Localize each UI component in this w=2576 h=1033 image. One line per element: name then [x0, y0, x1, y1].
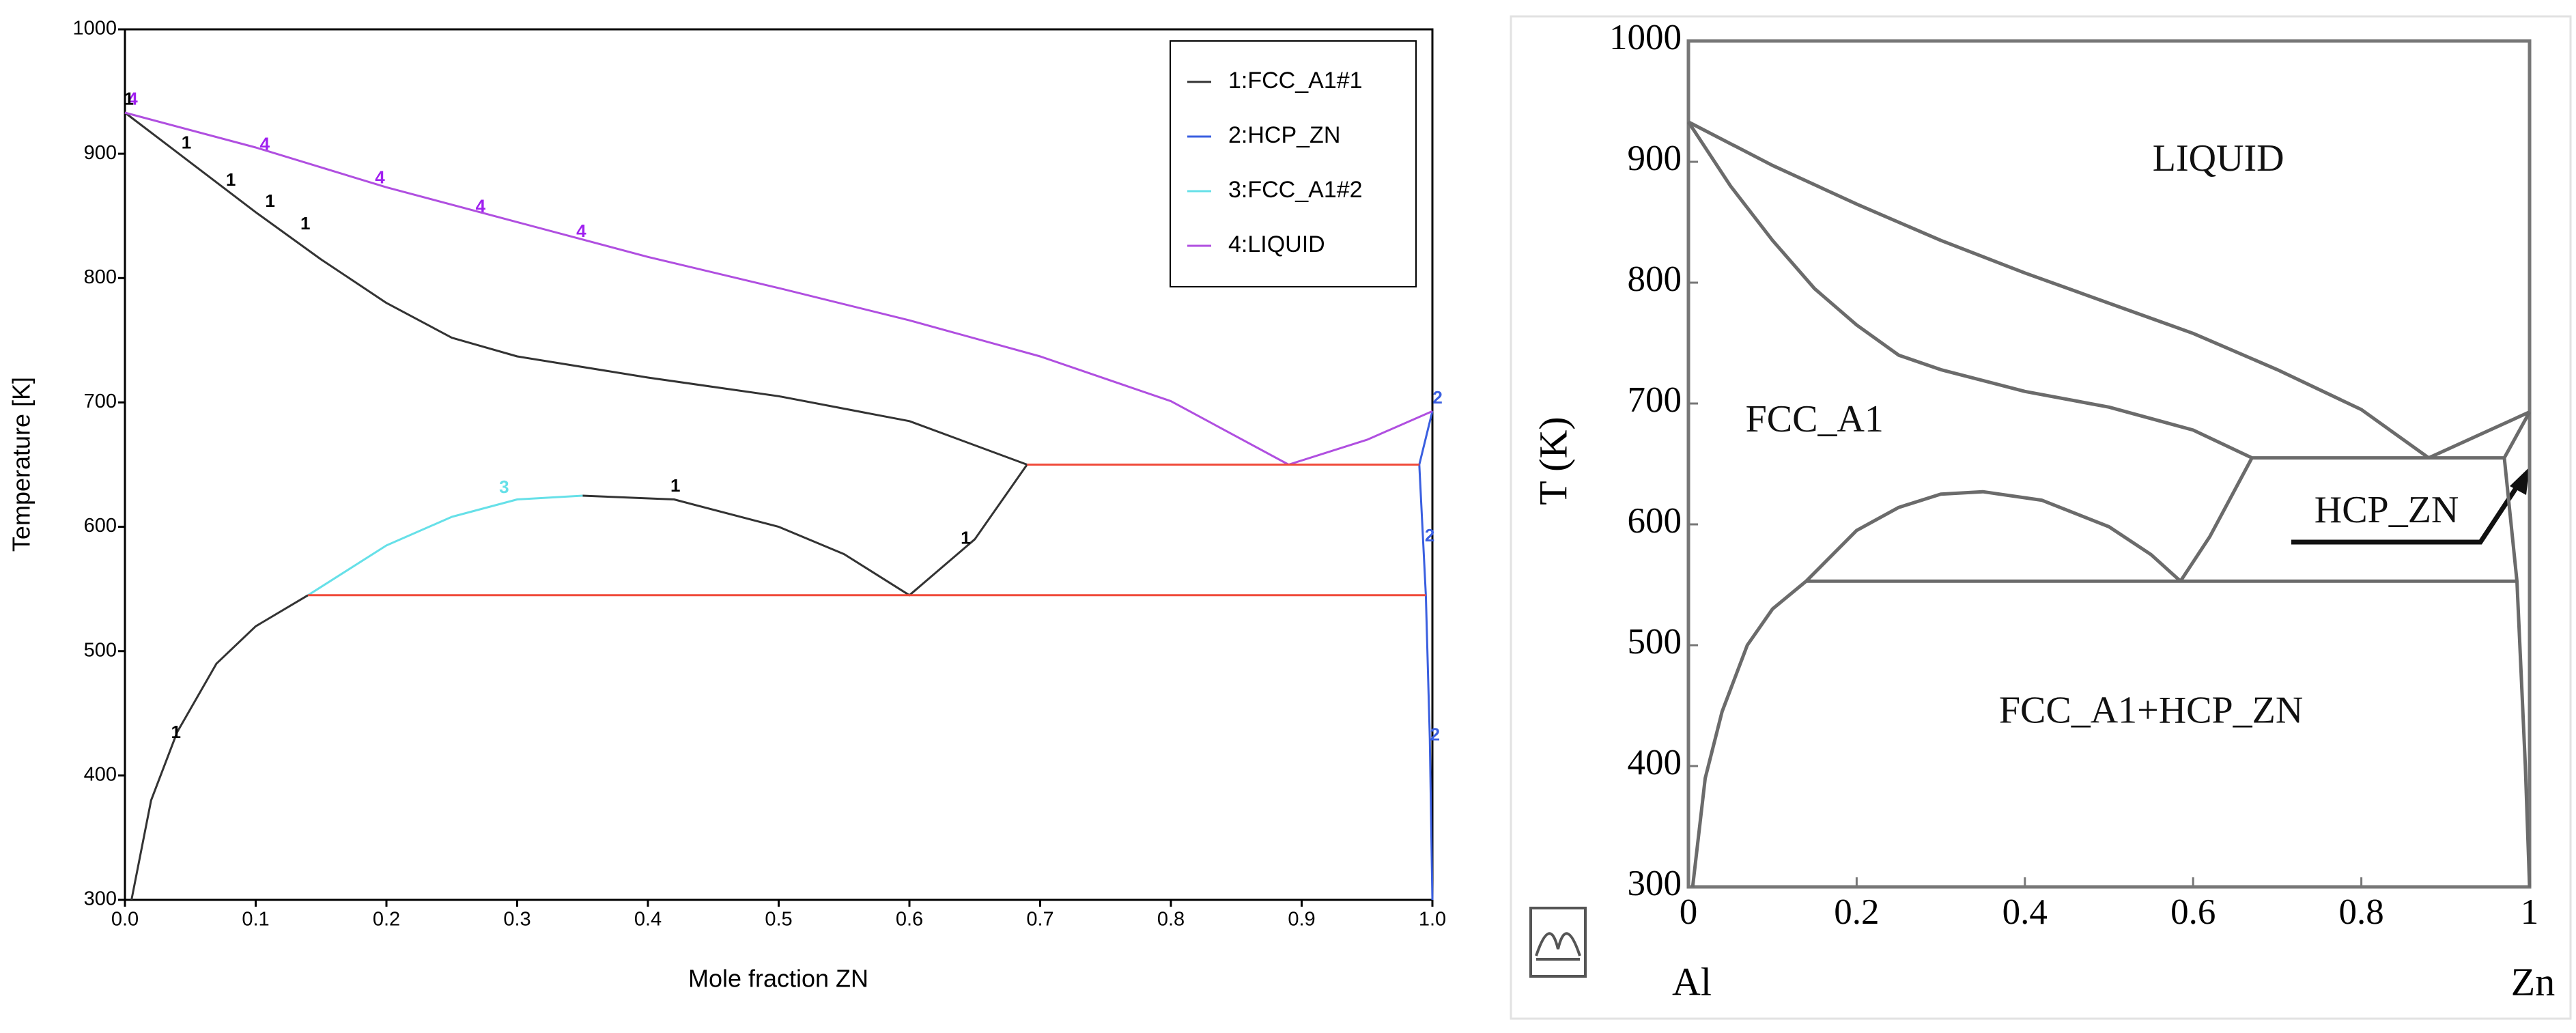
y-tick-label: 400	[84, 764, 117, 786]
legend-label: 2:HCP_ZN	[1228, 122, 1340, 148]
annotation: 1	[300, 213, 310, 234]
x-tick-label: 0.6	[2170, 892, 2216, 932]
series-line	[124, 111, 1028, 901]
y-axis-label: T (K)	[1531, 416, 1575, 505]
x-tick-label: 0.7	[1026, 909, 1053, 931]
x-tick-label: 0.2	[1834, 892, 1879, 932]
annotation: 1	[961, 528, 970, 548]
x-end-label: Zn	[2511, 959, 2555, 1004]
y-tick-label: 800	[1628, 259, 1682, 299]
app-icon	[1529, 907, 1587, 978]
arrow-head	[2510, 467, 2530, 495]
x-tick-label: 0.6	[896, 909, 923, 931]
y-tick-label: 500	[1628, 622, 1682, 662]
annotation: 4	[375, 167, 385, 187]
y-tick-label: 400	[1628, 743, 1682, 782]
annotation: FCC_A1+HCP_ZN	[1999, 690, 2303, 732]
y-tick-label: 900	[1628, 139, 1682, 178]
annotation: 4	[576, 221, 586, 241]
annotation: 1	[226, 169, 236, 190]
x-end-label: Al	[1672, 959, 1712, 1004]
x-tick-label: 0.3	[503, 909, 530, 931]
annotation: LIQUID	[2153, 137, 2284, 180]
annotation: 3	[499, 477, 509, 497]
y-tick-label: 1000	[72, 18, 117, 40]
x-tick-label: 0.4	[634, 909, 662, 931]
series-line	[307, 494, 583, 597]
y-tick-label: 300	[1628, 864, 1682, 903]
annotation: 2	[1432, 387, 1442, 408]
plot: 0.0 0.1 0.2 0.3 0.4 0.5 0.6 0.7 0.8 0.9 1.0 300 400 5…	[8, 18, 1447, 993]
legend-label: 3:FCC_A1#2	[1228, 177, 1363, 203]
legend-label: 1:FCC_A1#1	[1228, 68, 1363, 94]
annotation: 4	[476, 195, 486, 216]
annotation: 4	[260, 133, 270, 154]
x-tick-label: 0	[1680, 892, 1698, 932]
annotation: 2	[1430, 724, 1440, 744]
x-tick-label: 0.9	[1288, 909, 1315, 931]
x-tick-label: 0.8	[2338, 892, 2383, 932]
plot: 0 0.2 0.4 0.6 0.8 1 300 400 500 600 700 800 900 1000 T…	[1531, 18, 2555, 1004]
x-tick-label: 1.0	[1419, 909, 1446, 931]
x-tick-label: 0.0	[111, 909, 139, 931]
annotation: 1	[265, 190, 274, 211]
panel-frame	[1510, 15, 2572, 1020]
x-tick-label: 1	[2521, 892, 2539, 932]
y-tick-label: 900	[84, 142, 117, 164]
y-tick-label: 300	[84, 888, 117, 910]
x-tick-label: 0.4	[2002, 892, 2048, 932]
annotation: 1	[124, 89, 134, 109]
plot-frame	[1686, 39, 2532, 889]
annotation: 1	[171, 722, 180, 742]
x-axis-label: Mole fraction ZN	[688, 965, 868, 993]
x-tick-label: 0.1	[242, 909, 269, 931]
y-tick-label: 600	[84, 515, 117, 537]
annotation: 2	[1425, 525, 1434, 546]
annotation: 1	[182, 132, 191, 152]
x-tick-label: 0.5	[765, 909, 792, 931]
x-tick-label: 0.8	[1157, 909, 1185, 931]
series-line	[1686, 120, 2532, 888]
annotation: FCC_A1	[1746, 398, 1884, 440]
y-tick-label: 700	[1628, 380, 1682, 420]
y-tick-label: 500	[84, 639, 117, 661]
series-line	[124, 111, 1433, 466]
y-tick-label: 1000	[1609, 18, 1682, 57]
legend-label: 4:LIQUID	[1228, 231, 1325, 257]
x-tick-label: 0.2	[373, 909, 400, 931]
annotation: 4	[128, 89, 138, 109]
annotation: 1	[670, 475, 680, 496]
series-line	[1418, 410, 1434, 901]
y-axis-label: Temperature [K]	[8, 377, 36, 552]
y-tick-label: 700	[84, 391, 117, 412]
annotation: HCP_ZN	[2315, 489, 2459, 531]
y-tick-label: 800	[84, 266, 117, 288]
series-line	[308, 464, 1426, 597]
y-tick-label: 600	[1628, 501, 1682, 541]
